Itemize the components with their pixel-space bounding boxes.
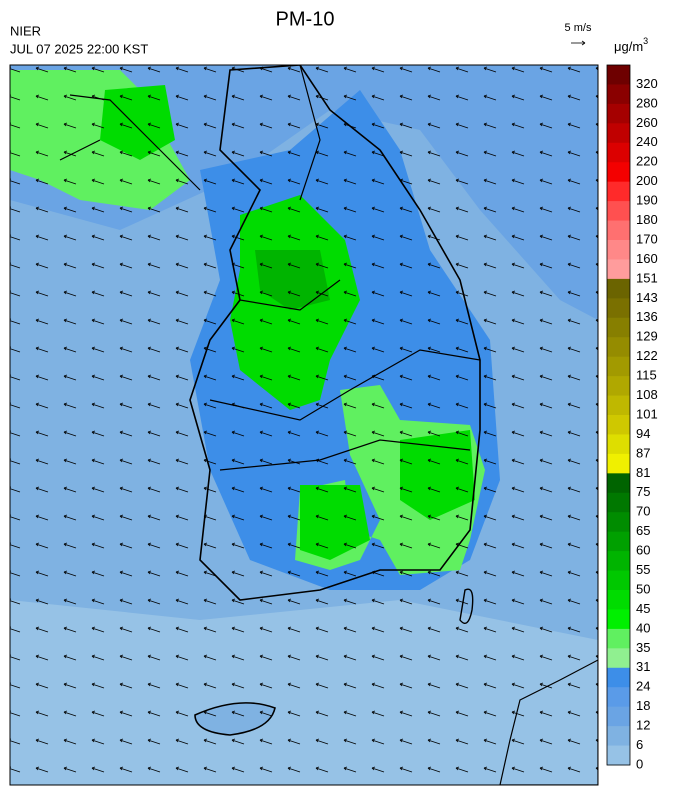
colorbar: 3202802602402202001901801701601511431361…: [606, 64, 658, 771]
colorbar-bin: [607, 667, 630, 688]
colorbar-label: 45: [636, 601, 650, 616]
wind-scale-arrow: [571, 40, 586, 46]
colorbar-bin: [607, 415, 630, 435]
colorbar-label: 190: [636, 193, 658, 208]
colorbar-bin: [607, 590, 630, 610]
colorbar-label: 70: [636, 504, 650, 519]
colorbar-bin: [607, 103, 630, 124]
colorbar-bin: [607, 628, 630, 649]
colorbar-label: 40: [636, 620, 650, 635]
colorbar-label: 180: [636, 212, 658, 227]
map: [10, 65, 598, 785]
colorbar-label: 200: [636, 173, 658, 188]
colorbar-label: 31: [636, 659, 650, 674]
colorbar-label: 260: [636, 115, 658, 130]
colorbar-label: 81: [636, 465, 650, 480]
colorbar-bin: [607, 65, 630, 85]
colorbar-bin: [607, 123, 630, 144]
colorbar-bin: [607, 531, 630, 552]
unit: μg/m3: [614, 36, 648, 54]
colorbar-label: 240: [636, 134, 658, 149]
colorbar-label: 24: [636, 679, 650, 694]
colorbar-bin: [607, 181, 630, 202]
colorbar-bin: [607, 745, 630, 766]
colorbar-label: 151: [636, 270, 658, 285]
colorbar-label: 160: [636, 251, 658, 266]
colorbar-bin: [607, 220, 630, 241]
colorbar-bin: [607, 84, 630, 105]
colorbar-bin: [607, 240, 630, 260]
wind-arrows: [10, 65, 598, 785]
colorbar-bin: [607, 512, 630, 533]
colorbar-label: 50: [636, 581, 650, 596]
colorbar-bin: [607, 453, 630, 474]
colorbar-bin: [607, 337, 630, 358]
datetime: JUL 07 2025 22:00 KST: [10, 41, 148, 56]
colorbar-bin: [607, 356, 630, 377]
colorbar-bin: [607, 376, 630, 397]
colorbar-label: 60: [636, 543, 650, 558]
colorbar-label: 320: [636, 76, 658, 91]
colorbar-bin: [607, 570, 630, 591]
colorbar-bin: [607, 551, 630, 572]
colorbar-label: 101: [636, 406, 658, 421]
colorbar-bin: [607, 142, 630, 163]
colorbar-bin: [607, 201, 630, 222]
colorbar-bin: [607, 298, 630, 319]
colorbar-label: 170: [636, 231, 658, 246]
colorbar-bin: [607, 259, 630, 280]
colorbar-frame: [606, 64, 631, 766]
colorbar-label: 65: [636, 523, 650, 538]
colorbar-label: 35: [636, 640, 650, 655]
colorbar-label: 220: [636, 154, 658, 169]
source: NIER: [10, 23, 41, 38]
colorbar-bin: [607, 162, 630, 183]
colorbar-bin: [607, 648, 630, 669]
colorbar-label: 280: [636, 95, 658, 110]
unit-base: μg/m: [614, 39, 643, 54]
wind-scale: 5 m/s: [565, 22, 592, 34]
colorbar-label: 136: [636, 309, 658, 324]
colorbar-bin: [607, 473, 630, 494]
colorbar-label: 122: [636, 348, 658, 363]
colorbar-label: 87: [636, 445, 650, 460]
colorbar-label: 129: [636, 329, 658, 344]
colorbar-label: 0: [636, 756, 643, 771]
colorbar-bin: [607, 609, 630, 630]
colorbar-label: 94: [636, 426, 650, 441]
colorbar-label: 108: [636, 387, 658, 402]
colorbar-label: 143: [636, 290, 658, 305]
colorbar-bin: [607, 278, 630, 299]
colorbar-bin: [607, 395, 630, 416]
colorbar-bin: [607, 687, 630, 708]
colorbar-label: 6: [636, 737, 643, 752]
colorbar-bin: [607, 492, 630, 513]
colorbar-label: 18: [636, 698, 650, 713]
colorbar-bin: [607, 706, 630, 727]
colorbar-label: 75: [636, 484, 650, 499]
unit-sup: 3: [643, 36, 648, 46]
colorbar-bin: [607, 726, 630, 747]
map-title: PM-10: [276, 8, 335, 30]
colorbar-bin: [607, 317, 630, 338]
colorbar-label: 115: [636, 368, 657, 383]
colorbar-label: 55: [636, 562, 650, 577]
map-frame: [9, 64, 599, 786]
colorbar-label: 12: [636, 718, 650, 733]
colorbar-bin: [607, 434, 630, 455]
